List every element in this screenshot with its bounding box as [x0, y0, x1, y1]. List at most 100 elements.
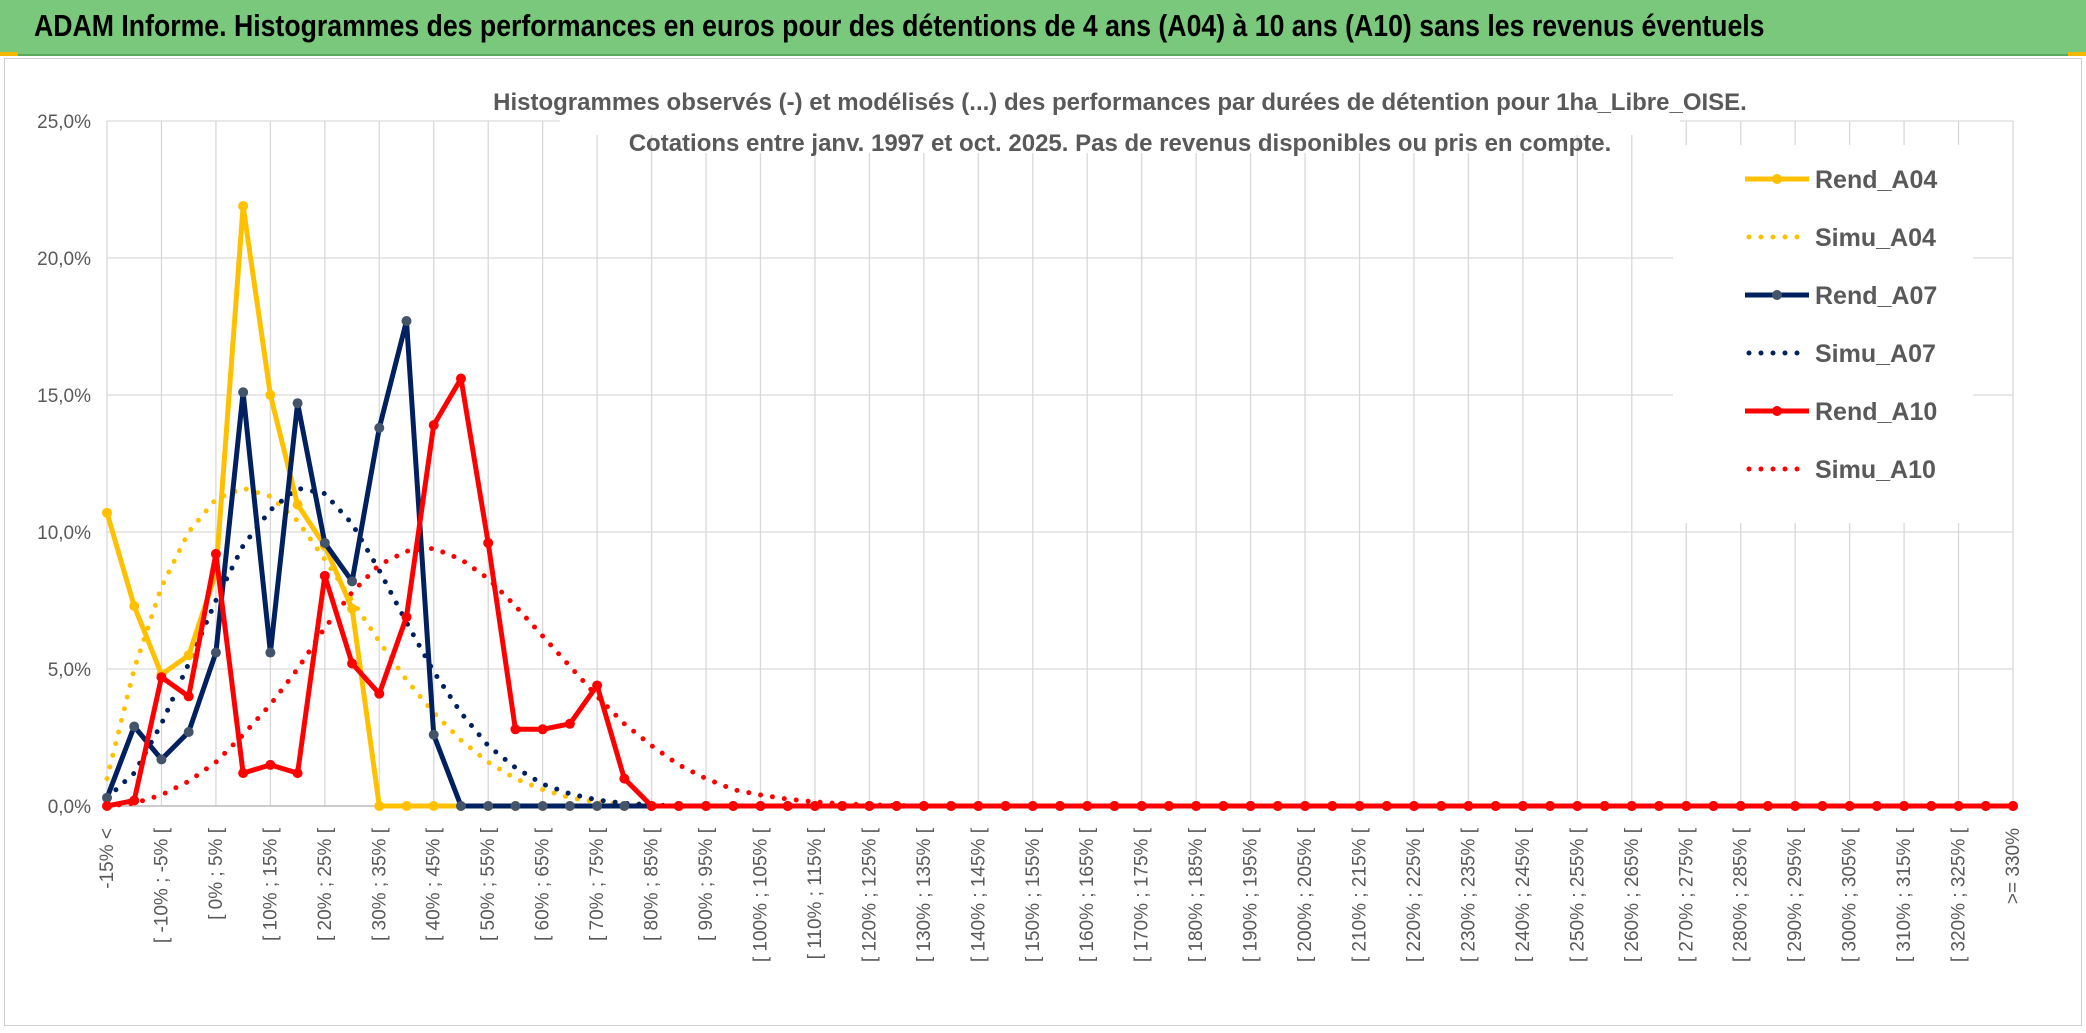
x-tick-label: [ 250% ; 255% [ [1567, 827, 1588, 962]
legend-marker-rend-a07 [1772, 290, 1782, 300]
x-tick-label: [ 200% ; 205% [ [1295, 827, 1316, 962]
y-tick-label: 5,0% [48, 660, 91, 681]
data-point-rend-a10 [401, 611, 412, 622]
data-point-rend-a10 [1218, 801, 1229, 811]
x-tick-label: [ 220% ; 225% [ [1404, 827, 1425, 962]
data-point-rend-a10 [592, 680, 603, 691]
data-point-rend-a10 [1844, 801, 1855, 811]
title-backing [700, 129, 1540, 153]
data-point-rend-a10 [1871, 801, 1882, 811]
data-point-rend-a10 [1626, 801, 1637, 811]
data-point-rend-a10 [701, 801, 712, 811]
data-point-rend-a10 [1708, 801, 1719, 811]
x-tick-label: [ 260% ; 265% [ [1622, 827, 1643, 962]
data-point-rend-a10 [265, 759, 276, 770]
x-tick-label: -15% < [97, 828, 118, 889]
data-point-rend-a10 [1463, 801, 1474, 811]
data-point-rend-a04 [374, 801, 385, 811]
data-point-rend-a07 [183, 727, 194, 738]
data-point-rend-a10 [973, 801, 984, 811]
report-title: ADAM Informe. Histogrammes des performan… [34, 8, 1765, 43]
data-point-rend-a04 [292, 499, 303, 510]
series-line-simu-a10 [104, 545, 2016, 809]
data-point-rend-a07 [510, 801, 521, 811]
data-point-rend-a10 [1191, 801, 1202, 811]
data-point-rend-a10 [238, 768, 249, 779]
legend-label-simu-a07: Simu_A07 [1815, 340, 1936, 368]
data-point-rend-a10 [1136, 801, 1147, 811]
x-tick-label: [ 80% ; 85% [ [642, 827, 663, 941]
data-point-rend-a10 [1327, 801, 1338, 811]
data-point-rend-a07 [265, 647, 276, 658]
data-point-rend-a10 [1790, 801, 1801, 811]
data-point-rend-a10 [319, 570, 330, 581]
x-tick-label: [ 60% ; 65% [ [533, 827, 554, 941]
data-point-rend-a10 [1490, 801, 1501, 811]
data-point-rend-a07 [238, 387, 249, 398]
data-point-rend-a04 [265, 390, 276, 400]
data-point-rend-a10 [1681, 801, 1692, 811]
data-point-rend-a10 [837, 801, 848, 811]
x-tick-label: [ 280% ; 285% [ [1731, 827, 1752, 962]
data-point-rend-a10 [1735, 801, 1746, 811]
data-point-rend-a10 [1272, 801, 1283, 811]
data-point-rend-a04 [347, 603, 358, 614]
x-tick-label: [ 110% ; 115% [ [805, 827, 826, 959]
data-point-rend-a10 [428, 420, 439, 431]
x-tick-label: [ 180% ; 185% [ [1186, 827, 1207, 962]
legend-marker-rend-a10 [1772, 406, 1782, 416]
x-tick-label: [ 130% ; 135% [ [914, 827, 935, 962]
x-tick-label: [ 20% ; 25% [ [315, 827, 336, 941]
report-header: ADAM Informe. Histogrammes des performan… [0, 0, 2086, 56]
legend-label-simu-a04: Simu_A04 [1815, 224, 1936, 252]
x-tick-label: [ 40% ; 45% [ [424, 827, 445, 941]
data-point-rend-a10 [1436, 801, 1447, 811]
data-point-rend-a10 [1953, 801, 1964, 811]
data-point-rend-a10 [347, 658, 358, 669]
x-tick-label: [ 310% ; 315% [ [1894, 827, 1915, 962]
series-line-simu-a04 [104, 485, 2016, 809]
x-tick-label: [ 190% ; 195% [ [1241, 827, 1262, 962]
data-point-rend-a10 [918, 801, 929, 811]
data-point-rend-a10 [864, 801, 875, 811]
legend-box [1673, 145, 1973, 523]
data-point-rend-a04 [102, 507, 112, 518]
data-point-rend-a10 [537, 724, 548, 735]
data-point-rend-a10 [1109, 801, 1120, 811]
data-point-rend-a10 [1163, 801, 1174, 811]
data-point-rend-a10 [673, 801, 684, 811]
data-point-rend-a07 [483, 801, 494, 811]
data-point-rend-a10 [1082, 801, 1093, 811]
data-point-rend-a10 [619, 773, 630, 784]
x-tick-label: [ 240% ; 245% [ [1513, 827, 1534, 962]
data-point-rend-a10 [210, 548, 221, 559]
data-point-rend-a10 [1980, 801, 1991, 811]
performance-histogram-chart: 0,0% 5,0% 10,0% 15,0% 20,0% 25,0% -15% < [ -10%… [37, 83, 2024, 962]
x-tick-label: [ 0% ; 5% [ [206, 827, 227, 920]
x-tick-label: [ 120% ; 125% [ [859, 827, 880, 962]
data-point-rend-a04 [129, 600, 140, 611]
data-point-rend-a10 [891, 801, 902, 811]
legend-label-rend-a10: Rend_A10 [1815, 398, 1937, 426]
y-tick-label: 25,0% [37, 112, 91, 133]
y-tick-label: 0,0% [48, 797, 91, 818]
data-point-rend-a07 [619, 801, 630, 811]
data-point-rend-a10 [102, 801, 112, 811]
data-point-rend-a07 [428, 729, 439, 740]
x-tick-label: [ 30% ; 35% [ [369, 827, 390, 941]
data-point-rend-a10 [2008, 801, 2018, 811]
series-line-simu-a07 [104, 485, 2016, 809]
data-point-rend-a10 [1599, 801, 1610, 811]
data-point-rend-a10 [564, 718, 575, 729]
data-point-rend-a07 [537, 801, 548, 811]
data-point-rend-a10 [1408, 801, 1419, 811]
data-point-rend-a10 [1381, 801, 1392, 811]
x-tick-label: [ 320% ; 325% [ [1949, 827, 1970, 962]
data-point-rend-a10 [646, 801, 657, 811]
data-point-rend-a04 [401, 801, 412, 811]
legend-label-simu-a10: Simu_A10 [1815, 456, 1936, 484]
data-point-rend-a10 [1654, 801, 1665, 811]
data-point-rend-a07 [210, 647, 221, 658]
data-point-rend-a10 [782, 801, 793, 811]
corner-accent-right [2068, 52, 2086, 56]
